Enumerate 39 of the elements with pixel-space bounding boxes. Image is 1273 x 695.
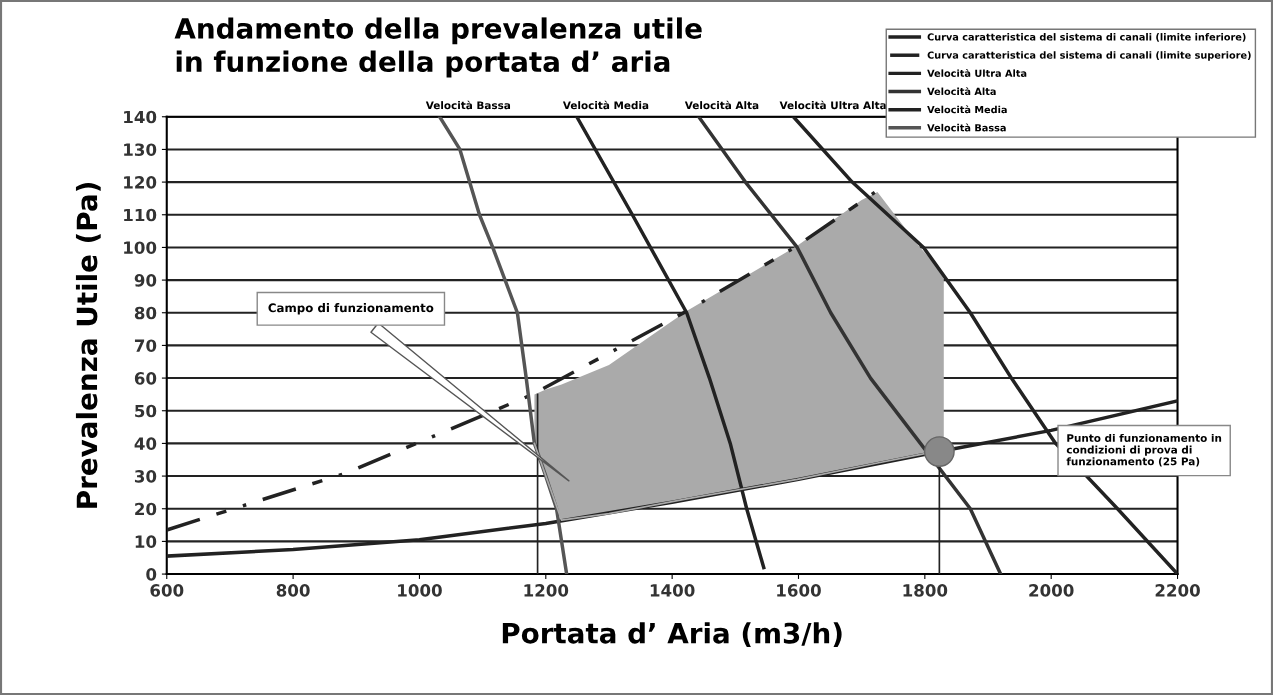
legend-label: Curva caratteristica del sistema di canali (limite superiore) <box>927 51 1251 61</box>
y-tick-label: 90 <box>134 274 157 287</box>
x-tick-label: 1000 <box>398 584 442 597</box>
legend-label: Curva caratteristica del sistema di canali (limite inferiore) <box>927 33 1246 42</box>
x-axis-title: Portata d’ Aria (m3/h) <box>502 622 842 647</box>
x-tick-label: 1600 <box>777 584 821 597</box>
text: Velocità Ultra Alta <box>779 100 886 110</box>
y-tick-label: 130 <box>124 143 157 156</box>
y-tick-label: 40 <box>134 437 157 450</box>
legend-label: Velocità Bassa <box>927 123 1006 132</box>
y-tick-label: 20 <box>135 502 157 516</box>
legend-label: Velocità Media <box>927 105 1007 114</box>
x-tick-label: 1400 <box>650 584 695 597</box>
x-tick-label: 1200 <box>524 584 569 597</box>
y-tick-label: 30 <box>134 470 157 483</box>
legend-label: Velocità Alta <box>927 87 996 96</box>
y-tick-label: 0 <box>146 568 157 581</box>
x-tick-label: 2000 <box>1029 584 1074 597</box>
y-tick-label: 140 <box>124 110 157 124</box>
y-tick-label: 60 <box>134 372 157 385</box>
text: Velocità Media <box>562 100 649 110</box>
y-tick-label: 100 <box>124 241 157 254</box>
y-tick-label: 80 <box>134 306 157 320</box>
annotation: Campo di funzionamento <box>268 303 434 315</box>
text: Velocità Alta <box>684 100 759 110</box>
legend-label: Velocità Ultra Alta <box>927 69 1027 77</box>
x-tick-label: 800 <box>276 584 310 597</box>
y-tick-label: 70 <box>134 339 157 352</box>
text: Velocità Bassa <box>425 100 511 110</box>
y-tick-label: 120 <box>124 176 157 189</box>
y-axis-title: Prevalenza Utile (Pa) <box>75 183 101 508</box>
x-tick-label: 2200 <box>1155 584 1200 597</box>
y-tick-label: 110 <box>124 208 157 222</box>
annotation: Punto di funzionamento in condizioni di prova di funzionamento (25 Pa) <box>1066 433 1222 467</box>
x-tick-label: 600 <box>150 584 184 597</box>
x-tick-label: 1800 <box>903 584 948 597</box>
chart-title: Andamento della prevalenza utile in funzione della portata d’ aria <box>174 17 702 78</box>
y-tick-label: 50 <box>135 404 157 418</box>
y-tick-label: 10 <box>135 535 157 548</box>
